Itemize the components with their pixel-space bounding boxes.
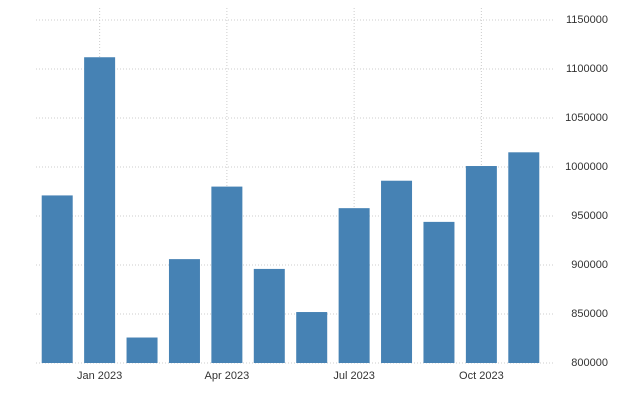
bar <box>126 337 158 363</box>
bar <box>84 57 116 364</box>
y-tick-label: 1150000 <box>566 14 608 26</box>
y-tick-label: 1100000 <box>566 63 608 75</box>
y-tick-label: 900000 <box>571 259 608 271</box>
y-tick-label: 1050000 <box>565 112 608 124</box>
bar <box>211 186 243 363</box>
bar <box>168 259 200 363</box>
y-tick-label: 800000 <box>571 357 608 369</box>
bar <box>253 268 285 363</box>
x-tick-label: Apr 2023 <box>205 370 250 382</box>
x-tick-label: Jul 2023 <box>333 370 375 382</box>
bar <box>423 221 455 363</box>
y-tick-label: 850000 <box>571 308 608 320</box>
bar <box>296 312 328 363</box>
x-tick-label: Oct 2023 <box>459 370 504 382</box>
x-tick-label: Jan 2023 <box>77 370 122 382</box>
bar <box>465 166 497 363</box>
y-tick-label: 950000 <box>571 210 608 222</box>
bar <box>381 180 413 363</box>
bar <box>338 208 370 363</box>
bar <box>41 195 73 363</box>
y-tick-label: 1000000 <box>565 161 608 173</box>
bar <box>508 152 540 363</box>
